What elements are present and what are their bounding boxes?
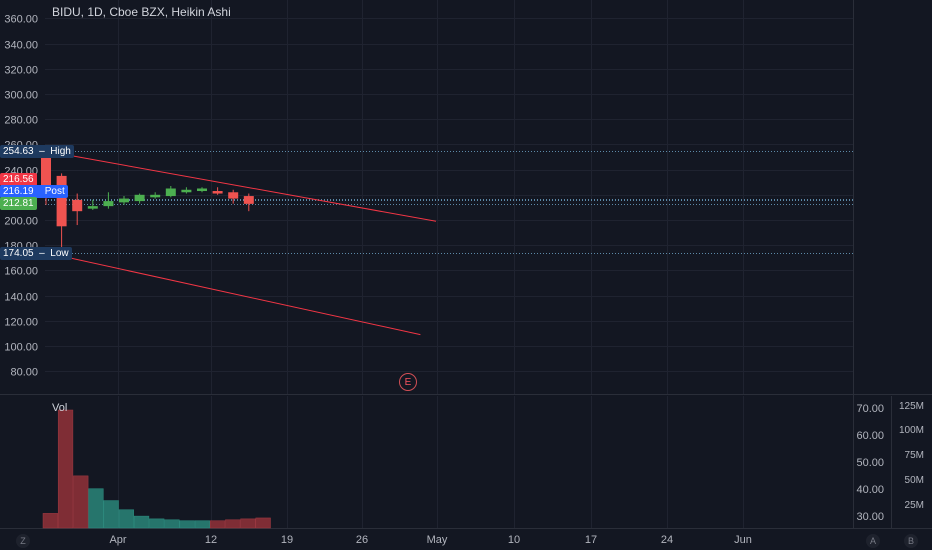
current-price-tag: 216.56 [0, 173, 37, 186]
x-tick-label: 12 [205, 534, 217, 546]
y-tick-label: 340.00 [4, 40, 38, 52]
candle-body [103, 201, 114, 207]
y-tick-label: 300.00 [4, 90, 38, 102]
y-tick-label: 280.00 [4, 115, 38, 127]
volume-bar [103, 500, 119, 529]
x-tick-label: May [427, 534, 448, 546]
candle-body [165, 188, 176, 197]
volume-right-axis-label: 50M [905, 475, 924, 486]
volume-bar [42, 513, 58, 529]
y-tick-label: 120.00 [4, 317, 38, 329]
volume-bar [118, 509, 134, 529]
volume-bar [240, 518, 256, 529]
volume-bar [255, 517, 271, 529]
candle-body [119, 198, 129, 203]
volume-axis-label: 50.00 [856, 457, 884, 469]
x-tick-label: 26 [356, 534, 368, 546]
candle-body [87, 206, 98, 209]
post-separator [36, 186, 42, 197]
trendline-1 [45, 252, 421, 336]
volume-axis-label: 70.00 [856, 403, 884, 415]
trendline-0 [45, 150, 437, 222]
volume-bar [57, 409, 74, 529]
volume-bar [194, 520, 210, 529]
last-price-tag: 212.81 [0, 197, 37, 210]
volume-right-axis-label: 75M [905, 450, 924, 461]
candle-body [41, 157, 51, 198]
auto-scale-button[interactable]: A [866, 534, 880, 548]
low-text: Low [50, 248, 69, 259]
post-market-tag: 216.19 Post [0, 185, 68, 198]
candle-body [212, 191, 223, 194]
x-tick-label: Apr [109, 534, 126, 546]
candle-body [134, 194, 145, 202]
candle-body [150, 194, 161, 198]
x-tick-label: 24 [661, 534, 673, 546]
y-tick-label: 160.00 [4, 266, 38, 278]
volume-axis-label: 40.00 [856, 484, 884, 496]
volume-axis-label: 30.00 [856, 511, 884, 523]
volume-bar [73, 475, 89, 529]
y-tick-label: 360.00 [4, 14, 38, 26]
volume-bar [149, 518, 165, 529]
candle-body [181, 189, 192, 193]
candle-body [72, 199, 83, 212]
high-value: 254.63 [3, 146, 34, 157]
x-tick-label: Jun [734, 534, 752, 546]
volume-bar [179, 520, 195, 529]
post-text: Post [44, 186, 65, 197]
volume-legend[interactable]: Vol [52, 402, 68, 414]
y-tick-label: 80.00 [10, 367, 38, 379]
high-price-tag: 254.63 – High [0, 145, 74, 158]
y-tick-label: 320.00 [4, 65, 38, 77]
candle-body [56, 175, 67, 227]
candle-body [243, 196, 254, 204]
low-separator: – [36, 248, 48, 259]
symbol-title[interactable]: BIDU, 1D, Cboe BZX, Heikin Ashi [52, 5, 231, 19]
volume-bar [225, 519, 241, 529]
candle-body [228, 192, 239, 199]
volume-axis-label: 60.00 [856, 430, 884, 442]
x-tick-label: 19 [281, 534, 293, 546]
volume-bar [209, 520, 226, 529]
volume-bar [88, 488, 104, 529]
candle-body [197, 188, 207, 192]
post-value: 216.19 [3, 186, 34, 197]
toggle-b-button[interactable]: B [904, 534, 918, 548]
volume-bar [164, 519, 180, 529]
y-tick-label: 100.00 [4, 342, 38, 354]
x-tick-label: 10 [508, 534, 520, 546]
zoom-button[interactable]: Z [16, 534, 30, 548]
volume-right-axis-label: 125M [899, 401, 924, 412]
current-value: 216.56 [3, 174, 34, 185]
y-tick-label: 200.00 [4, 216, 38, 228]
volume-bar [133, 515, 150, 529]
high-separator: – [36, 146, 48, 157]
volume-right-axis-label: 100M [899, 425, 924, 436]
last-value: 212.81 [3, 198, 34, 209]
volume-right-axis-label: 25M [905, 500, 924, 511]
y-tick-label: 140.00 [4, 292, 38, 304]
x-tick-label: 17 [585, 534, 597, 546]
earnings-marker[interactable]: E [399, 373, 417, 391]
high-text: High [50, 146, 71, 157]
low-value: 174.05 [3, 248, 34, 259]
low-price-tag: 174.05 – Low [0, 247, 72, 260]
